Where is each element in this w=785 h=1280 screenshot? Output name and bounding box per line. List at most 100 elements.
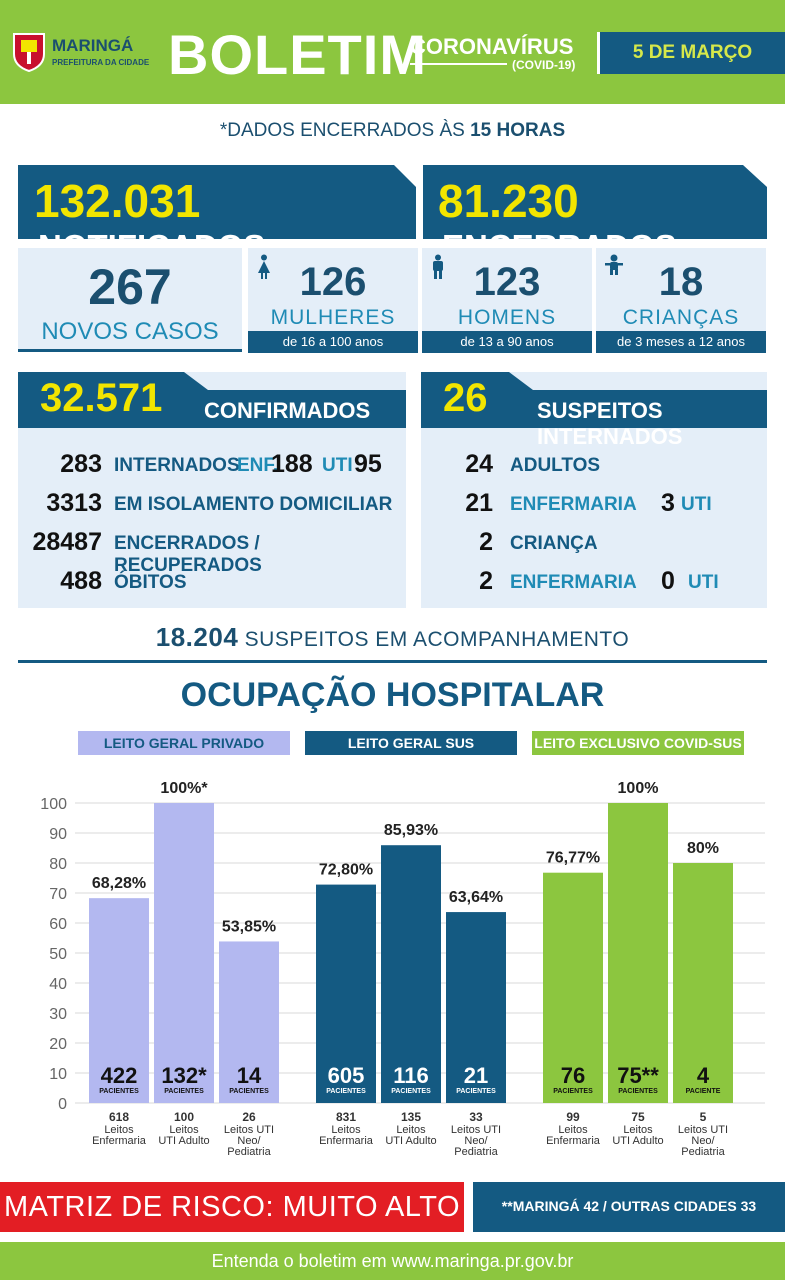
adult-enfermaria-number: 21 bbox=[465, 489, 493, 517]
obitos-number: 488 bbox=[60, 567, 102, 595]
x-tick-label: Neo/ bbox=[464, 1135, 488, 1147]
confirmados-number: 32.571 bbox=[40, 376, 163, 420]
homens-range: de 13 a 90 anos bbox=[422, 331, 592, 353]
x-tick-label: Leitos bbox=[558, 1124, 588, 1136]
y-tick-label: 20 bbox=[49, 1036, 67, 1053]
internados-label: INTERNADOS bbox=[114, 455, 240, 476]
data-note-hour: 15 HORAS bbox=[470, 120, 566, 141]
x-tick-label: Leitos UTI bbox=[678, 1124, 728, 1136]
divider bbox=[18, 660, 767, 663]
bar-patients-label: PACIENTES bbox=[326, 1088, 366, 1095]
adult-uti-number: 3 bbox=[661, 489, 675, 517]
x-tick-label: Leitos bbox=[169, 1124, 199, 1136]
y-tick-label: 50 bbox=[49, 946, 67, 963]
bar-value-label: 68,28% bbox=[92, 875, 146, 892]
note-text: **MARINGÁ 42 / OUTRAS CIDADES 33 bbox=[501, 1198, 757, 1214]
header-bar: MARINGÁ PREFEITURA DA CIDADE BOLETIM COR… bbox=[0, 0, 785, 104]
y-tick-label: 60 bbox=[49, 916, 67, 933]
bar-patients-label: PACIENTES bbox=[456, 1088, 496, 1095]
bar-patients-number: 75** bbox=[617, 1063, 659, 1088]
confirmados-panel: 32.571 CONFIRMADOS 283 INTERNADOS ENF. 1… bbox=[18, 372, 406, 608]
encerrados-box bbox=[423, 165, 767, 239]
internados-number: 283 bbox=[60, 450, 102, 478]
bar-beds-number: 33 bbox=[469, 1110, 483, 1124]
x-tick-label: Leitos UTI bbox=[451, 1124, 501, 1136]
risk-banner: MATRIZ DE RISCO: MUITO ALTO bbox=[0, 1182, 464, 1232]
bar-patients-label: PACIENTES bbox=[229, 1088, 269, 1095]
x-tick-label: Pediatria bbox=[227, 1146, 271, 1158]
bar-patients-label: PACIENTES bbox=[618, 1088, 658, 1095]
x-tick-label: Leitos bbox=[104, 1124, 134, 1136]
bar-beds-number: 75 bbox=[631, 1110, 645, 1124]
bar bbox=[381, 845, 441, 1103]
chart-title: OCUPAÇÃO HOSPITALAR bbox=[180, 676, 605, 714]
bar-value-label: 100%* bbox=[160, 780, 208, 797]
enf-label: ENF. bbox=[237, 455, 279, 476]
child-enfermaria-label: ENFERMARIA bbox=[510, 572, 637, 593]
bar-patients-number: 21 bbox=[464, 1063, 488, 1088]
crianca-number: 2 bbox=[479, 528, 493, 556]
obitos-label: ÓBITOS bbox=[114, 572, 187, 593]
bar bbox=[543, 872, 603, 1103]
criancas-number: 18 bbox=[658, 260, 704, 304]
bar-value-label: 76,77% bbox=[546, 850, 600, 867]
adultos-label: ADULTOS bbox=[510, 455, 601, 476]
criancas-range: de 3 meses a 12 anos bbox=[596, 331, 766, 353]
adultos-number: 24 bbox=[465, 450, 493, 478]
adult-uti-label: UTI bbox=[681, 494, 712, 515]
suspeitos-label: SUSPEITOS INTERNADOS bbox=[537, 398, 683, 449]
bar-value-label: 85,93% bbox=[384, 822, 438, 839]
child-uti-number: 0 bbox=[661, 567, 675, 595]
risk-text: MATRIZ DE RISCO: MUITO ALTO bbox=[3, 1191, 461, 1223]
footer-bar: Entenda o boletim em www.maringa.pr.gov.… bbox=[0, 1242, 785, 1280]
acompanhamento-label: SUSPEITOS EM ACOMPANHAMENTO bbox=[244, 628, 630, 651]
y-tick-label: 80 bbox=[49, 856, 67, 873]
novos-casos-number: 267 bbox=[88, 259, 172, 315]
y-tick-label: 100 bbox=[40, 796, 67, 813]
data-note-prefix: *DADOS ENCERRADOS ÀS bbox=[219, 120, 471, 141]
bar-value-label: 100% bbox=[618, 780, 659, 797]
bar-value-label: 72,80% bbox=[319, 862, 373, 879]
header-subtitle: CORONAVÍRUS bbox=[410, 34, 574, 59]
y-tick-label: 90 bbox=[49, 826, 67, 843]
bar-patients-label: PACIENTE bbox=[686, 1088, 721, 1095]
woman-icon bbox=[258, 254, 270, 279]
bar-patients-number: 132* bbox=[161, 1063, 207, 1088]
city-crest-icon bbox=[13, 33, 45, 72]
date-badge: 5 DE MARÇO bbox=[597, 32, 785, 74]
x-tick-label: Enfermaria bbox=[319, 1135, 374, 1147]
uti-number: 95 bbox=[354, 450, 382, 478]
footer-text: Entenda o boletim em www.maringa.pr.gov.… bbox=[211, 1251, 574, 1271]
x-tick-label: Leitos bbox=[623, 1124, 653, 1136]
bar-patients-number: 422 bbox=[101, 1063, 138, 1088]
recuperados-number: 28487 bbox=[32, 528, 102, 556]
isolamento-label: EM ISOLAMENTO DOMICILIAR bbox=[114, 494, 393, 515]
mulheres-label: MULHERES bbox=[270, 306, 396, 329]
logo-name: MARINGÁ bbox=[52, 36, 134, 55]
child-enfermaria-number: 2 bbox=[479, 567, 493, 595]
page-title: BOLETIM bbox=[168, 23, 427, 86]
y-tick-label: 40 bbox=[49, 976, 67, 993]
bar-patients-label: PACIENTES bbox=[99, 1088, 139, 1095]
y-tick-label: 10 bbox=[49, 1066, 67, 1083]
bar bbox=[89, 898, 149, 1103]
logo: MARINGÁ PREFEITURA DA CIDADE bbox=[12, 30, 157, 74]
homens-box: 123 HOMENS de 13 a 90 anos bbox=[422, 248, 592, 353]
data-note: *DADOS ENCERRADOS ÀS 15 HORAS bbox=[0, 120, 785, 142]
group-header-covid: LEITO EXCLUSIVO COVID-SUS bbox=[532, 731, 744, 755]
criancas-box: 18 CRIANÇAS de 3 meses a 12 anos bbox=[596, 248, 766, 353]
bar-patients-number: 14 bbox=[237, 1063, 262, 1088]
bar-beds-number: 135 bbox=[401, 1110, 421, 1124]
bar-patients-label: PACIENTES bbox=[391, 1088, 431, 1095]
child-icon bbox=[605, 254, 623, 275]
bar-patients-label: PACIENTES bbox=[553, 1088, 593, 1095]
logo-subtitle: PREFEITURA DA CIDADE bbox=[52, 58, 150, 67]
x-tick-label: Enfermaria bbox=[92, 1135, 147, 1147]
group-header-sus: LEITO GERAL SUS bbox=[305, 731, 517, 755]
confirmados-header-bg bbox=[18, 372, 406, 428]
header-subtitle-2: (COVID-19) bbox=[512, 58, 576, 72]
mulheres-number: 126 bbox=[299, 260, 367, 304]
bar-patients-label: PACIENTES bbox=[164, 1088, 204, 1095]
bar bbox=[608, 803, 668, 1103]
bar-patients-number: 4 bbox=[697, 1063, 710, 1088]
